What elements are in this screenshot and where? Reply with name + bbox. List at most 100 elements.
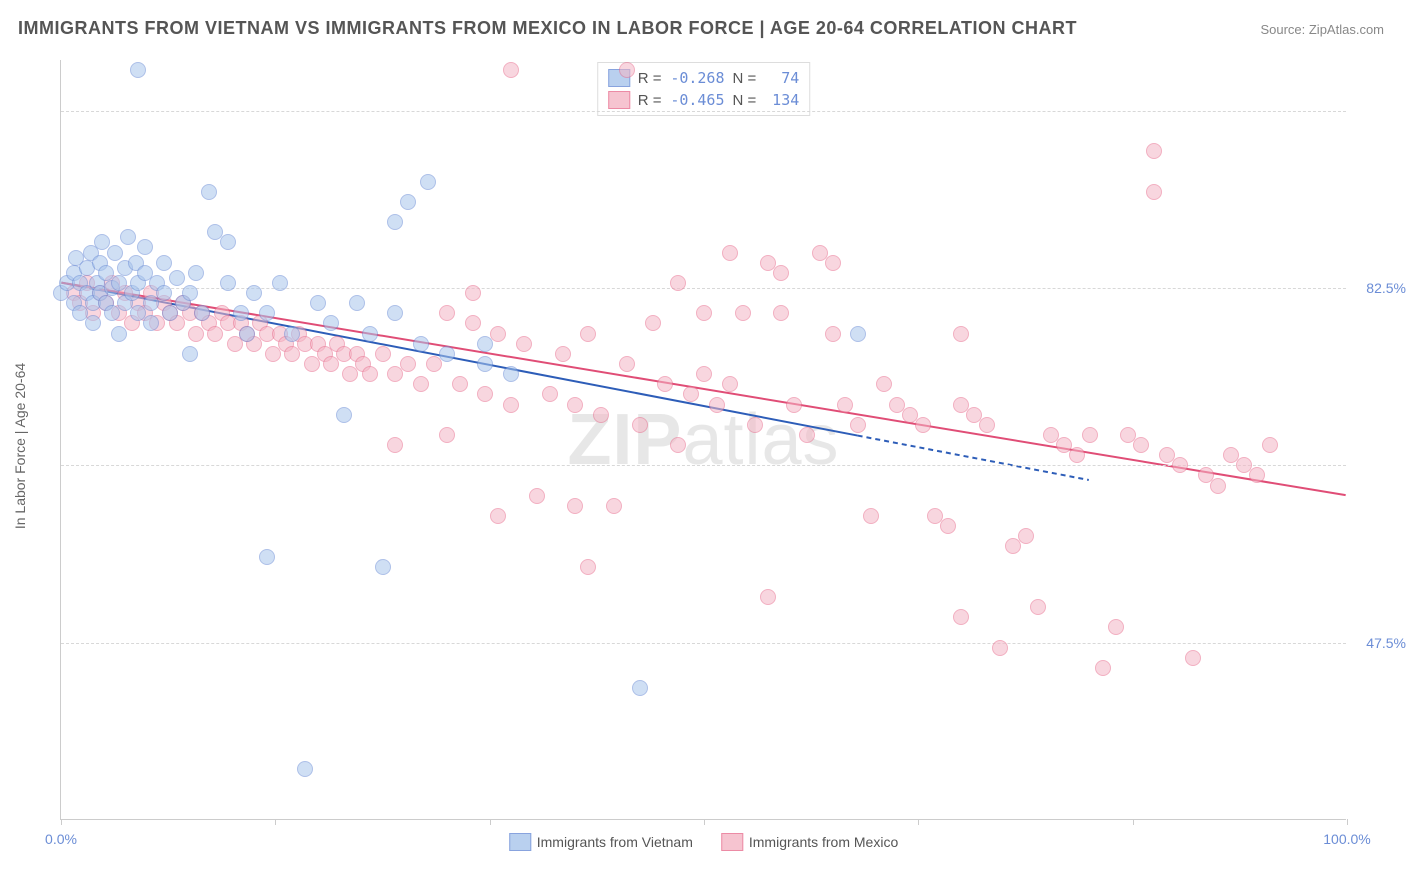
- scatter-point: [593, 407, 609, 423]
- x-tick: [1133, 819, 1134, 825]
- scatter-point: [284, 346, 300, 362]
- scatter-point: [477, 386, 493, 402]
- scatter-point: [953, 609, 969, 625]
- gridline-y: [61, 288, 1346, 289]
- scatter-point: [375, 559, 391, 575]
- scatter-point: [426, 356, 442, 372]
- scatter-point: [265, 346, 281, 362]
- scatter-point: [233, 305, 249, 321]
- y-tick-label: 82.5%: [1351, 280, 1406, 296]
- scatter-point: [79, 260, 95, 276]
- scatter-point: [349, 346, 365, 362]
- scatter-point: [722, 245, 738, 261]
- scatter-point: [297, 761, 313, 777]
- scatter-point: [696, 305, 712, 321]
- scatter-point: [130, 305, 146, 321]
- legend-stats-row-1: R = -0.465 N = 134: [608, 89, 800, 111]
- scatter-point: [915, 417, 931, 433]
- scatter-point: [85, 305, 101, 321]
- scatter-point: [439, 346, 455, 362]
- legend-item-0: Immigrants from Vietnam: [509, 833, 693, 851]
- scatter-point: [72, 305, 88, 321]
- scatter-point: [439, 427, 455, 443]
- scatter-point: [387, 214, 403, 230]
- scatter-point: [342, 366, 358, 382]
- scatter-point: [143, 315, 159, 331]
- scatter-point: [503, 397, 519, 413]
- scatter-point: [632, 417, 648, 433]
- watermark-bold: ZIP: [567, 400, 682, 480]
- scatter-point: [1262, 437, 1278, 453]
- scatter-point: [696, 366, 712, 382]
- scatter-point: [66, 295, 82, 311]
- scatter-point: [375, 346, 391, 362]
- legend-r-label-0: R =: [638, 70, 662, 87]
- scatter-point: [207, 224, 223, 240]
- scatter-point: [1108, 619, 1124, 635]
- scatter-point: [188, 265, 204, 281]
- scatter-point: [220, 315, 236, 331]
- scatter-point: [1120, 427, 1136, 443]
- scatter-point: [580, 559, 596, 575]
- scatter-point: [927, 508, 943, 524]
- trend-line-solid: [61, 283, 857, 436]
- scatter-point: [175, 295, 191, 311]
- legend-swatch-1: [608, 91, 630, 109]
- legend-bottom-swatch-0: [509, 833, 531, 851]
- scatter-point: [850, 326, 866, 342]
- legend-n-value-1: 134: [764, 91, 799, 109]
- scatter-point: [940, 518, 956, 534]
- scatter-point: [1082, 427, 1098, 443]
- scatter-point: [156, 255, 172, 271]
- scatter-point: [786, 397, 802, 413]
- y-tick-label: 47.5%: [1351, 635, 1406, 651]
- scatter-point: [606, 498, 622, 514]
- scatter-point: [683, 386, 699, 402]
- scatter-point: [1210, 478, 1226, 494]
- scatter-point: [130, 62, 146, 78]
- scatter-point: [259, 326, 275, 342]
- scatter-point: [812, 245, 828, 261]
- legend-stats-box: R = -0.268 N = 74 R = -0.465 N = 134: [597, 62, 811, 116]
- legend-n-value-0: 74: [764, 69, 799, 87]
- legend-bottom-label-1: Immigrants from Mexico: [749, 834, 898, 850]
- scatter-point: [1030, 599, 1046, 615]
- scatter-point: [149, 315, 165, 331]
- trend-line-dashed: [858, 436, 1089, 480]
- scatter-point: [220, 234, 236, 250]
- scatter-point: [194, 305, 210, 321]
- scatter-point: [567, 397, 583, 413]
- scatter-point: [773, 265, 789, 281]
- scatter-point: [323, 356, 339, 372]
- scatter-point: [490, 508, 506, 524]
- scatter-point: [503, 62, 519, 78]
- x-tick: [704, 819, 705, 825]
- scatter-point: [128, 255, 144, 271]
- scatter-point: [362, 326, 378, 342]
- scatter-point: [722, 376, 738, 392]
- scatter-point: [156, 295, 172, 311]
- scatter-point: [567, 498, 583, 514]
- scatter-point: [413, 376, 429, 392]
- scatter-point: [111, 326, 127, 342]
- scatter-point: [92, 255, 108, 271]
- scatter-point: [773, 305, 789, 321]
- scatter-point: [259, 305, 275, 321]
- scatter-point: [542, 386, 558, 402]
- scatter-point: [452, 376, 468, 392]
- scatter-point: [837, 397, 853, 413]
- scatter-point: [66, 265, 82, 281]
- scatter-point: [889, 397, 905, 413]
- scatter-point: [137, 265, 153, 281]
- scatter-point: [201, 315, 217, 331]
- scatter-point: [863, 508, 879, 524]
- scatter-point: [1159, 447, 1175, 463]
- scatter-point: [169, 315, 185, 331]
- scatter-point: [297, 336, 313, 352]
- scatter-point: [760, 255, 776, 271]
- scatter-point: [580, 326, 596, 342]
- scatter-point: [349, 295, 365, 311]
- gridline-y: [61, 465, 1346, 466]
- scatter-point: [310, 336, 326, 352]
- scatter-point: [272, 326, 288, 342]
